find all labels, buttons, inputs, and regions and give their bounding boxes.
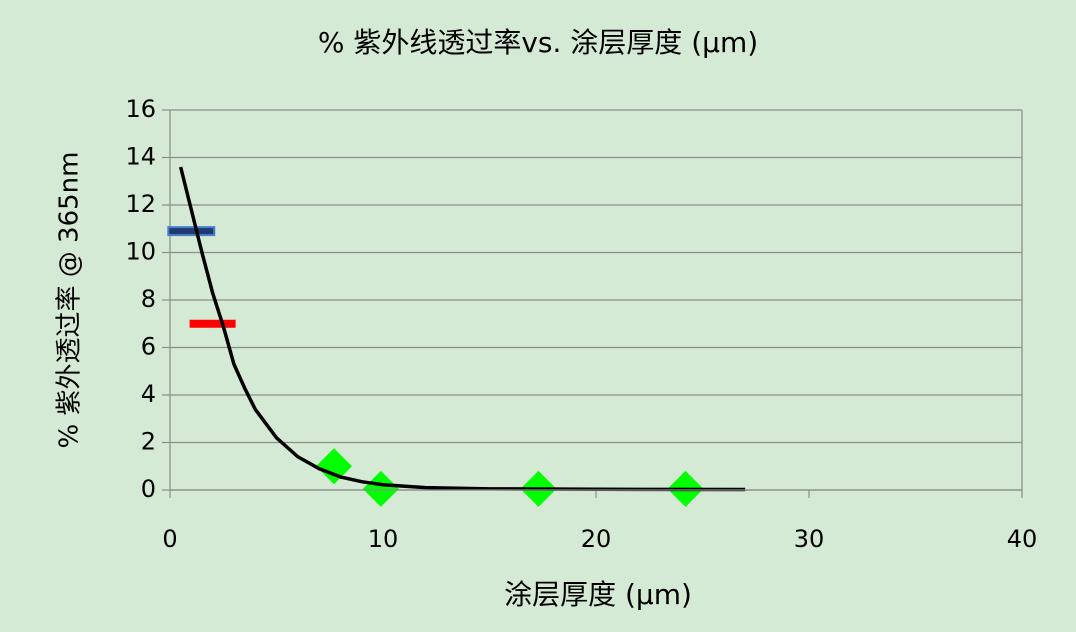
dash-marker — [189, 319, 236, 328]
y-tick-label: 2 — [141, 428, 156, 456]
x-tick-label: 30 — [794, 525, 825, 553]
chart-title: % 紫外线透过率vs. 涂层厚度 (μm) — [318, 26, 758, 59]
x-tick-label: 0 — [162, 525, 177, 553]
y-tick-label: 4 — [141, 380, 156, 408]
x-tick-label: 10 — [368, 525, 399, 553]
y-tick-label: 6 — [141, 333, 156, 361]
y-tick-label: 14 — [125, 143, 156, 171]
diamond-marker — [362, 470, 399, 507]
y-axis-label: % 紫外透过率 @ 365nm — [55, 152, 85, 449]
diamond-marker — [316, 448, 353, 485]
x-axis-label: 涂层厚度 (μm) — [504, 578, 692, 611]
y-tick-label: 12 — [125, 190, 156, 218]
y-tick-label: 16 — [125, 95, 156, 123]
y-tick-label: 0 — [141, 475, 156, 503]
fit-curve — [178, 166, 746, 492]
x-tick-label: 20 — [581, 525, 612, 553]
y-tick-label: 8 — [141, 285, 156, 313]
dash-marker — [167, 226, 216, 237]
y-tick-label: 10 — [125, 238, 156, 266]
x-tick-label: 40 — [1007, 525, 1038, 553]
